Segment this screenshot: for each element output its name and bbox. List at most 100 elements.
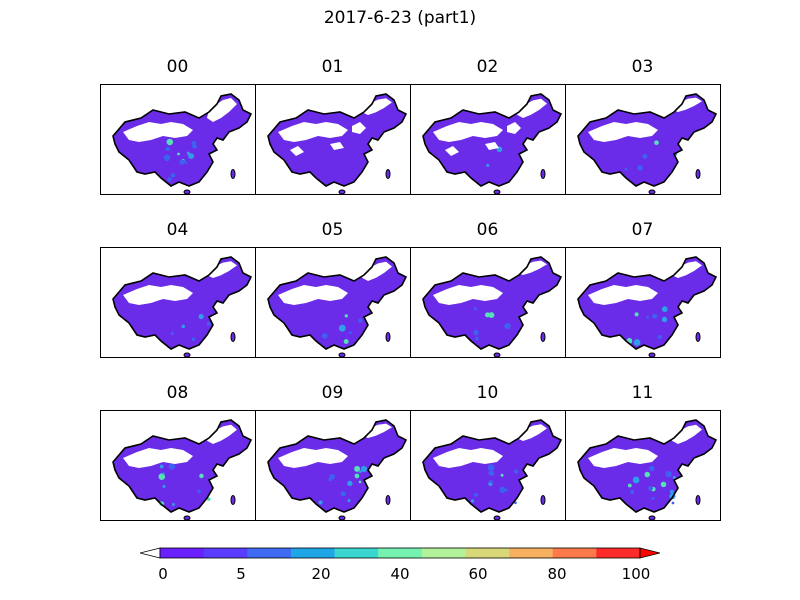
value-speckle [188, 153, 195, 159]
colorbar-tick-label: 40 [390, 565, 410, 583]
value-speckle [660, 481, 667, 488]
island-hainan [338, 515, 346, 520]
country-border [422, 419, 563, 513]
map-panel-02 [410, 84, 566, 195]
missing-data-area [507, 122, 521, 134]
map-panel-00 [100, 84, 256, 195]
map-panel-03 [565, 84, 721, 195]
value-speckle [661, 306, 668, 313]
value-speckle [651, 496, 655, 500]
value-speckle [162, 472, 165, 475]
missing-data-area [290, 146, 304, 156]
missing-data-area [207, 261, 237, 278]
value-speckle [487, 464, 495, 472]
map-panel-01 [255, 84, 411, 195]
value-speckle [168, 463, 176, 470]
missing-data-area [123, 122, 193, 142]
missing-data-area [362, 423, 392, 438]
missing-data-area [352, 122, 366, 134]
value-speckle [199, 473, 204, 479]
map-panel-06 [410, 247, 566, 358]
value-speckle [347, 480, 353, 487]
value-speckle [162, 484, 166, 488]
value-speckle [475, 336, 479, 341]
country-border [112, 419, 253, 513]
colorbar-tick-label: 80 [547, 565, 567, 583]
colorbar-segment [509, 548, 554, 558]
panel-title-08: 08 [166, 383, 189, 403]
missing-data-area [672, 97, 702, 112]
colorbar-tick-label: 0 [158, 565, 168, 583]
value-speckle [191, 337, 196, 342]
colorbar-segment [421, 548, 466, 558]
island-hainan [183, 189, 191, 194]
value-speckle [186, 151, 190, 155]
value-speckle [206, 321, 211, 326]
colorbar-segment [334, 548, 379, 558]
island-taiwan [230, 169, 236, 179]
value-speckle [489, 471, 495, 476]
country-border [577, 256, 718, 350]
value-speckle [648, 465, 655, 472]
country-fill [578, 94, 716, 186]
country-border [422, 256, 563, 350]
value-speckle [488, 312, 495, 319]
value-speckle [470, 499, 475, 503]
value-speckle [159, 464, 164, 469]
value-speckle [198, 313, 204, 320]
value-speckle [340, 491, 346, 497]
missing-data-area [517, 98, 547, 118]
value-speckle [474, 493, 479, 497]
panel-title-06: 06 [476, 220, 499, 240]
value-speckle [163, 154, 171, 162]
value-speckle [343, 339, 349, 344]
value-speckle [632, 476, 640, 484]
value-speckle [349, 331, 352, 335]
colorbar-over-arrow [639, 547, 660, 559]
panel-title-02: 02 [476, 57, 499, 77]
country-fill [113, 257, 251, 349]
missing-data-area [588, 122, 658, 142]
colorbar-tick-label: 5 [236, 565, 246, 583]
value-speckle [646, 316, 649, 319]
map-panel-11 [565, 410, 721, 521]
island-taiwan [540, 332, 546, 342]
value-speckle [158, 473, 166, 480]
value-speckle [486, 163, 490, 167]
colorbar-segment [465, 548, 510, 558]
colorbar-segment [596, 548, 641, 558]
value-speckle [354, 473, 360, 479]
island-taiwan [385, 495, 391, 505]
country-fill [578, 420, 716, 512]
value-speckle [338, 324, 346, 332]
value-speckle [321, 333, 328, 339]
value-speckle [624, 167, 628, 171]
colorbar-segment [290, 548, 336, 558]
colorbar-tick-label: 100 [621, 565, 651, 583]
panel-title-09: 09 [321, 383, 344, 403]
country-fill [268, 257, 406, 349]
value-speckle [630, 489, 635, 494]
colorbar-segment [203, 548, 248, 558]
missing-data-area [278, 448, 348, 468]
island-taiwan [695, 495, 701, 505]
value-speckle [206, 497, 211, 502]
missing-data-area [362, 261, 392, 281]
value-speckle [489, 479, 493, 484]
missing-data-area [588, 448, 658, 468]
missing-data-area [278, 122, 348, 142]
missing-data-area [278, 285, 348, 305]
value-speckle [499, 486, 506, 494]
colorbar-segment [247, 548, 292, 558]
value-speckle [634, 312, 639, 317]
country-fill [578, 257, 716, 349]
value-speckle [514, 501, 517, 505]
missing-data-area [207, 98, 237, 122]
map-panel-09 [255, 410, 411, 521]
missing-data-area [485, 142, 499, 150]
panel-title-04: 04 [166, 220, 189, 240]
country-border [577, 93, 718, 187]
island-hainan [648, 352, 656, 357]
value-speckle [500, 473, 504, 477]
missing-data-area [517, 260, 547, 275]
